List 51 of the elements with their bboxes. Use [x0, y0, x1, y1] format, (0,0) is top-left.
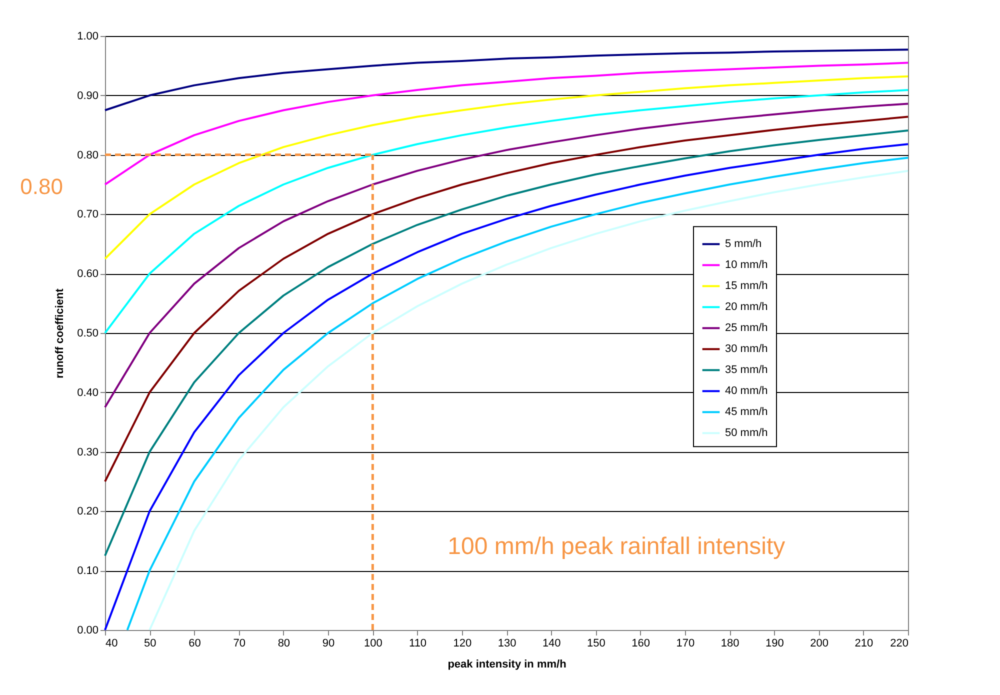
x-tick-label: 120 — [453, 638, 472, 650]
legend-label: 5 mm/h — [725, 238, 762, 250]
y-tick-label: 0.70 — [77, 208, 98, 221]
ref-line-label: 0.80 — [20, 174, 63, 199]
line-series — [104, 129, 909, 557]
line-series — [104, 75, 909, 260]
line-series — [104, 89, 909, 334]
y-tick-label: 0.10 — [77, 565, 98, 578]
x-tick-label: 50 — [144, 638, 156, 650]
y-tick-label: 0.00 — [77, 624, 98, 636]
x-tick-label: 100 — [364, 638, 382, 650]
y-tick-label: 0.40 — [77, 386, 98, 399]
x-tick-label: 70 — [233, 638, 246, 650]
legend-label: 45 mm/h — [725, 406, 768, 418]
x-tick-label: 170 — [676, 638, 695, 650]
y-tick-label: 0.60 — [77, 268, 98, 280]
y-tick-label: 0.30 — [77, 446, 98, 458]
legend-label: 35 mm/h — [725, 364, 768, 376]
x-axis-title: peak intensity in mm/h — [448, 658, 567, 670]
y-tick-label: 0.80 — [77, 149, 98, 162]
x-tick-label: 140 — [542, 638, 561, 650]
x-tick-label: 180 — [720, 638, 740, 650]
line-series — [104, 102, 909, 408]
x-tick-label: 80 — [278, 638, 290, 650]
legend-label: 15 mm/h — [725, 280, 768, 292]
y-tick-label: 0.90 — [77, 90, 98, 102]
x-tick-label: 90 — [322, 638, 335, 650]
y-axis-title: runoff coefficient — [54, 288, 66, 378]
x-tick-label: 200 — [810, 638, 828, 650]
line-series — [104, 116, 909, 482]
x-tick-label: 190 — [765, 638, 784, 650]
x-tick-label: 60 — [188, 638, 201, 650]
legend-label: 50 mm/h — [725, 427, 768, 440]
x-tick-label: 110 — [409, 638, 427, 650]
legend-label: 40 mm/h — [725, 385, 768, 398]
y-tick-label: 1.00 — [77, 30, 98, 42]
line-series — [104, 62, 909, 186]
legend-label: 10 mm/h — [725, 259, 768, 272]
x-tick-label: 130 — [498, 638, 516, 650]
ref-line-label: 100 mm/h peak rainfall intensity — [448, 532, 786, 560]
x-tick-label: 160 — [632, 638, 650, 650]
y-tick-label: 0.50 — [77, 328, 98, 340]
legend-label: 20 mm/h — [725, 301, 768, 314]
x-tick-label: 150 — [587, 638, 606, 650]
y-tick-label: 0.20 — [77, 506, 98, 518]
x-tick-label: 220 — [890, 638, 908, 650]
x-tick-label: 210 — [854, 638, 874, 650]
legend-label: 30 mm/h — [725, 343, 768, 356]
line-series — [104, 48, 909, 112]
x-tick-label: 40 — [106, 638, 118, 650]
legend-label: 25 mm/h — [725, 322, 768, 334]
